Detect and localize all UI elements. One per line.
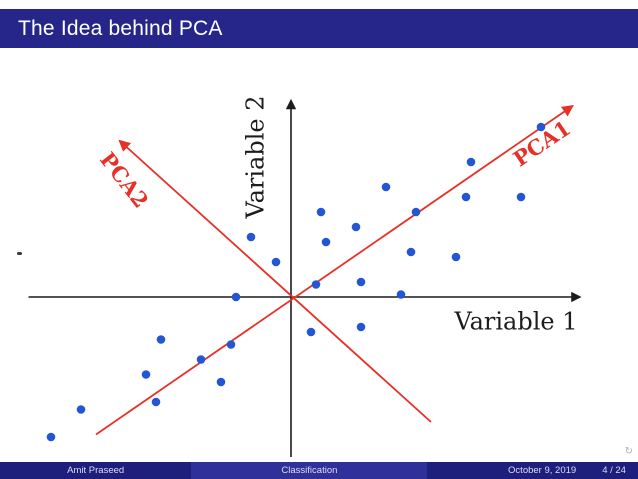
scatter-point [321, 237, 331, 247]
footer-date: October 9, 2019 [508, 465, 577, 476]
scatter-point [226, 340, 236, 349]
scatter-point [231, 292, 241, 302]
footer-author: Amit Praseed [67, 465, 125, 476]
slide-title: The Idea behind PCA [18, 16, 223, 40]
scatter-point [356, 322, 366, 332]
scatter-point [381, 182, 391, 192]
footer-author-box: Amit Praseed [0, 462, 192, 479]
footer-date-page-box: October 9, 2019 4 / 24 [427, 462, 638, 479]
scatter-point [196, 355, 206, 364]
scatter-point [76, 405, 86, 414]
scatter-point [151, 397, 161, 407]
pca2-arrow [118, 139, 432, 423]
scatter-point [356, 277, 366, 287]
scatter-point [156, 335, 166, 344]
footer-short-title: Classification [281, 465, 338, 476]
footer-short-title-box: Classification [191, 462, 428, 479]
scatter-point [141, 370, 151, 379]
pca1-arrow [95, 105, 574, 436]
scatter-point [246, 232, 256, 242]
scatter-point [396, 290, 406, 299]
pca-figure: Variable 1 Variable 2 PCA1 PCA2 [0, 48, 638, 462]
scatter-point [311, 280, 321, 289]
stray-mark [17, 252, 22, 255]
y-axis-label: Variable 2 [242, 95, 270, 219]
nav-circle-arrow-icon: ↻ [624, 446, 633, 457]
scatter-point [216, 377, 226, 387]
scatter-point [306, 327, 316, 337]
scatter-point [46, 432, 56, 442]
scatter-point [316, 207, 326, 217]
scatter-point [461, 192, 471, 202]
pca2-label: PCA2 [95, 147, 154, 212]
scatter-point [516, 192, 526, 202]
scatter-point [351, 222, 361, 232]
footer-page-number: 4 / 24 [602, 465, 626, 476]
x-axis-label: Variable 1 [453, 308, 577, 336]
scatter-point [466, 157, 476, 167]
scatter-point [536, 122, 546, 132]
slide-title-bar: The Idea behind PCA [0, 9, 638, 48]
scatter-point [451, 252, 461, 262]
scatter-point [271, 257, 281, 267]
scatter-point [406, 247, 416, 257]
scatter-point [411, 207, 421, 217]
slide-footer: Amit Praseed Classification October 9, 2… [0, 462, 638, 479]
